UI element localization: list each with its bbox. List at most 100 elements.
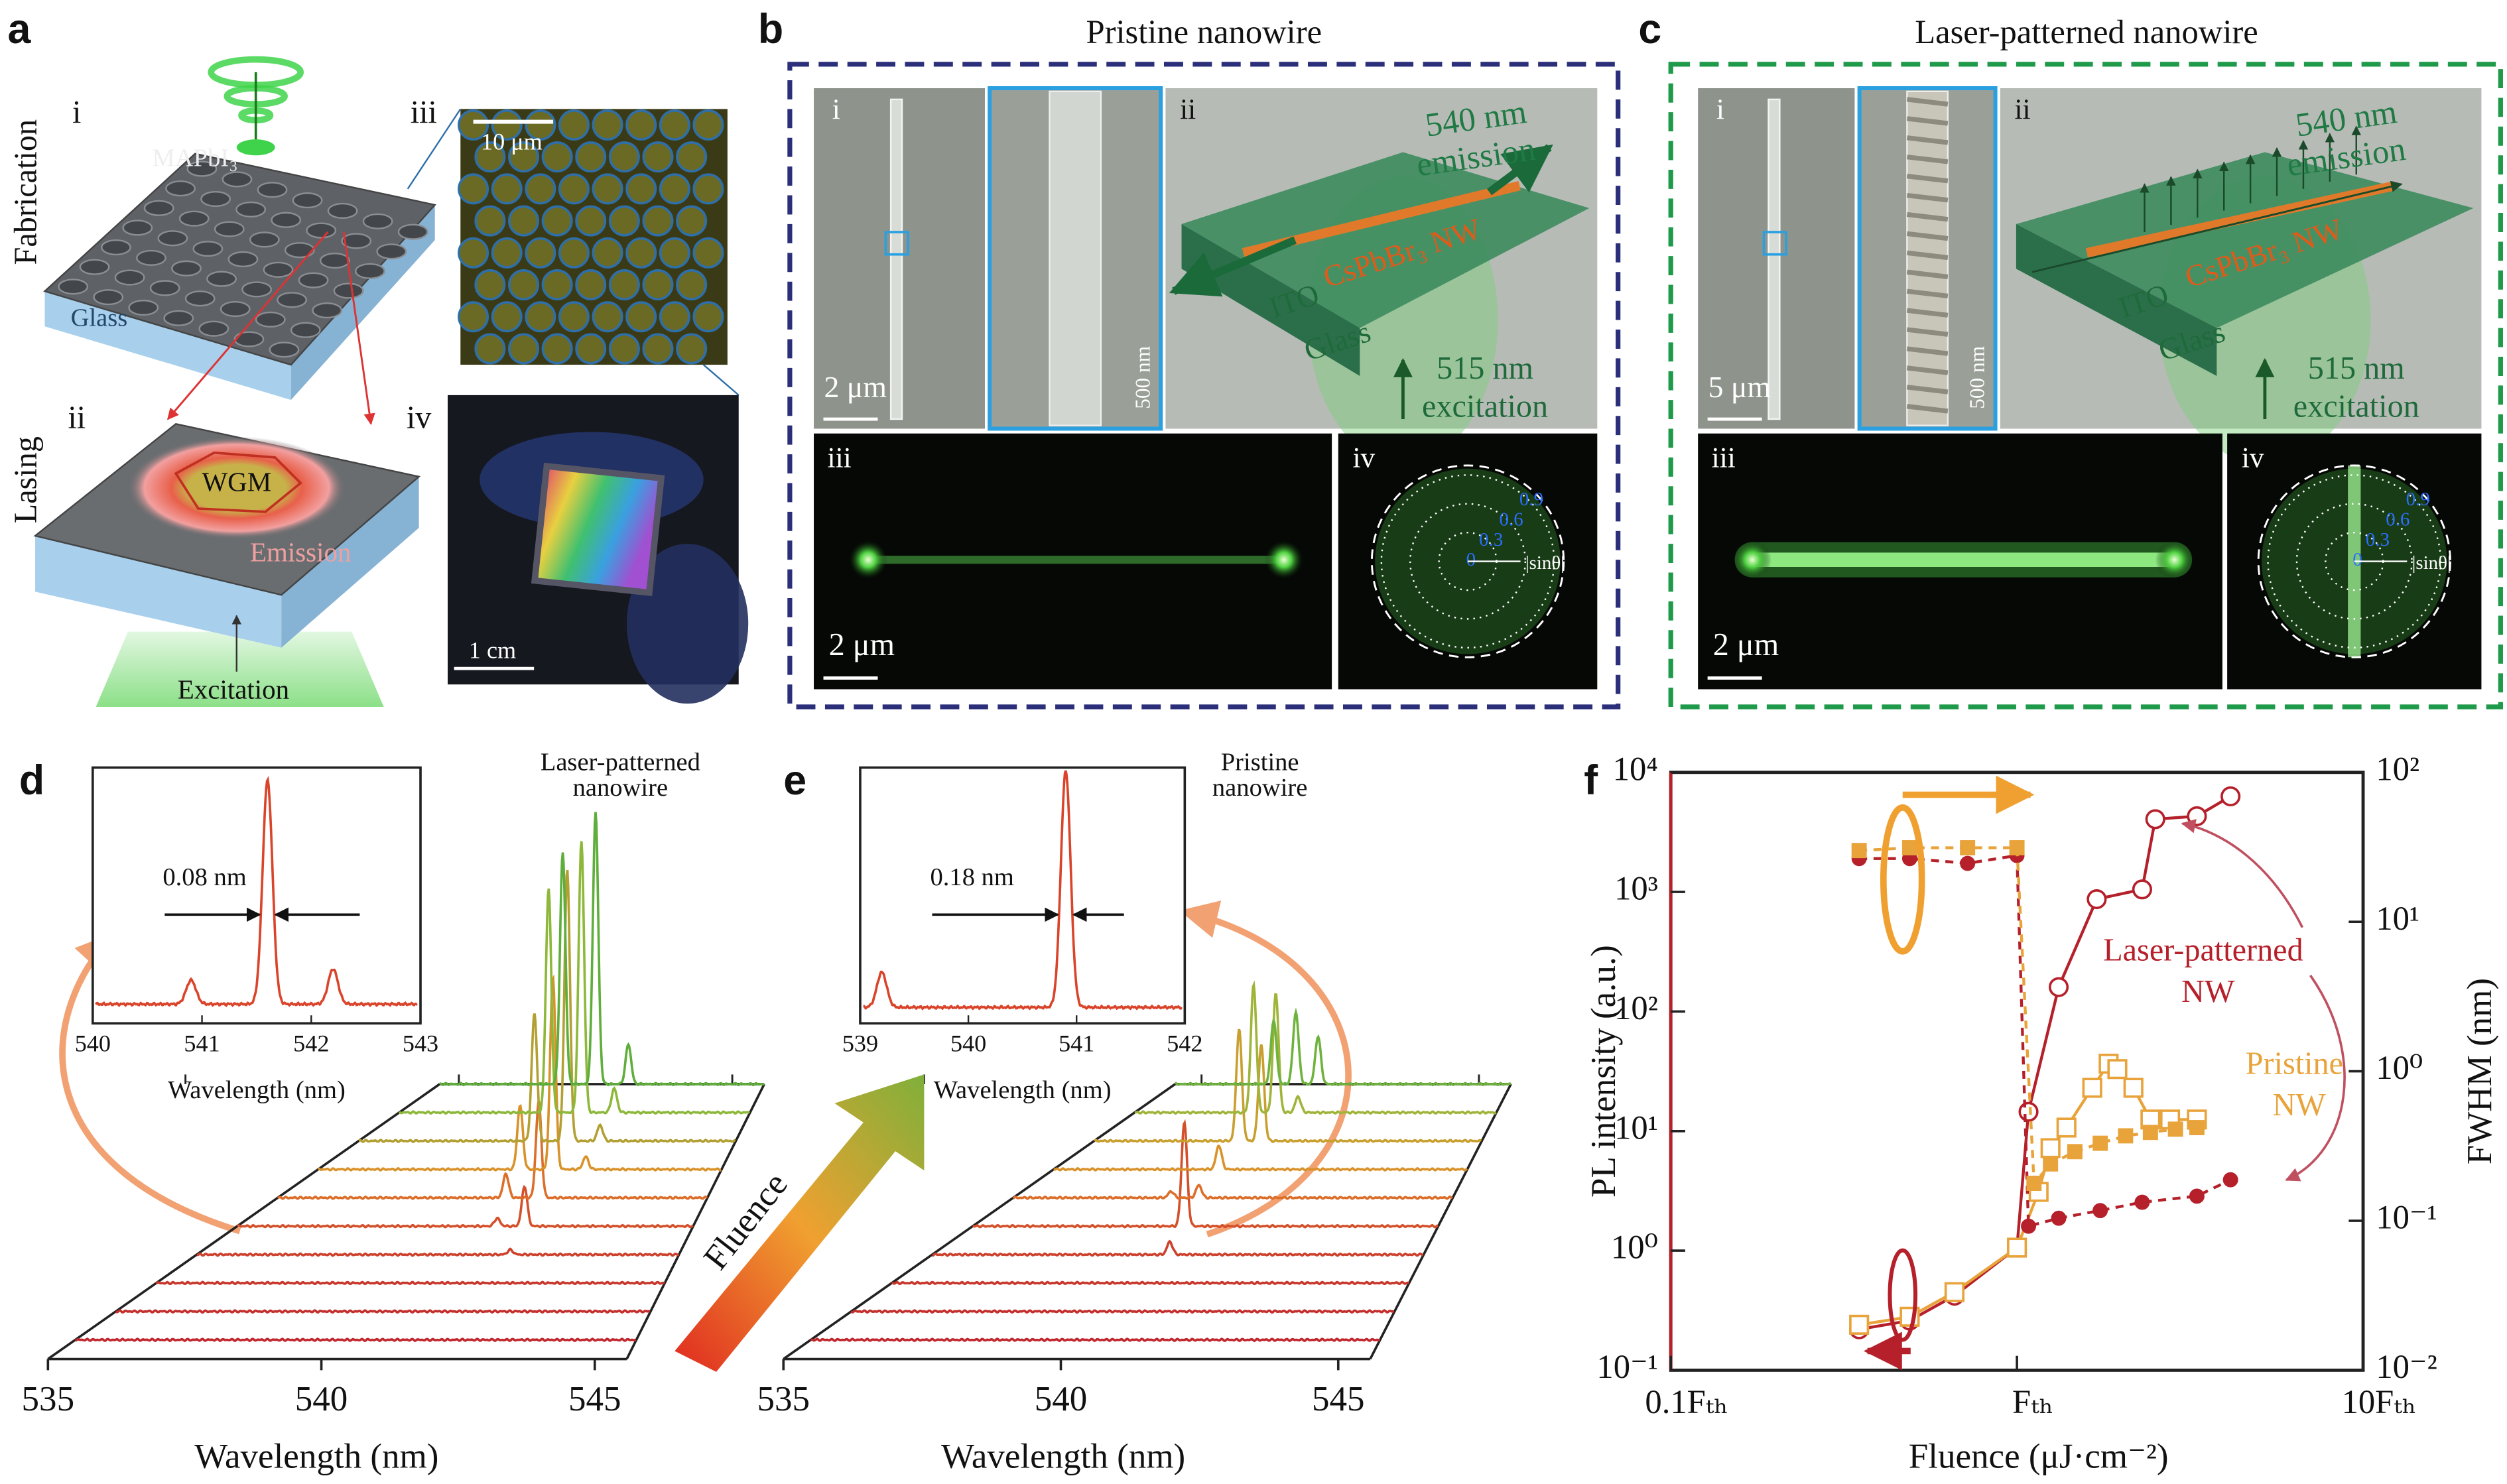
hole: [271, 212, 302, 228]
marker: [2142, 1125, 2158, 1141]
marker: [2107, 1059, 2128, 1080]
hole-image: [558, 237, 590, 269]
polar-grid: [2267, 474, 2442, 649]
y2-tick-label: 10²: [2376, 750, 2419, 787]
y2-tick-label: 10⁻¹: [2376, 1199, 2437, 1236]
marker: [2021, 1218, 2037, 1234]
hole-image: [692, 173, 724, 205]
spectrum-trace: [115, 1309, 651, 1314]
polar-tick-label: 0.6: [1500, 509, 1523, 530]
panel-frame: [787, 62, 1621, 710]
hole: [290, 322, 321, 338]
slab-side: [1181, 223, 1360, 376]
hole-image: [676, 269, 708, 301]
pattern: [1906, 288, 1949, 299]
hole: [178, 210, 210, 227]
hole-image: [608, 141, 640, 173]
y-tick-label: 10²: [1614, 989, 1658, 1026]
hole: [284, 242, 315, 259]
sub-label: iv: [1352, 442, 1375, 474]
hole-image: [541, 333, 573, 365]
hole: [101, 239, 131, 256]
hole-image: [474, 333, 506, 365]
x-tick-label: 540: [950, 1030, 986, 1056]
sub-label: ii: [1180, 93, 1196, 125]
spectrum-trace: [318, 974, 722, 1172]
spectrum-trace: [932, 1239, 1424, 1257]
hole-image: [558, 109, 590, 141]
hole-image: [659, 237, 690, 269]
material-label: MAPbI₃: [153, 144, 238, 172]
x-tick-label: Fₜₕ: [2012, 1383, 2054, 1420]
floor-edge: [47, 1083, 440, 1361]
hole: [241, 281, 272, 298]
spectrum-trace: [850, 1309, 1394, 1314]
pattern: [1906, 116, 1949, 126]
annotation: Laser-patterned: [2103, 932, 2303, 967]
hole: [341, 233, 372, 249]
spectrum-trace: [155, 1280, 665, 1286]
zoom-box: [884, 231, 909, 256]
hole-image: [692, 109, 724, 141]
scale-label: 2 μm: [1713, 627, 1779, 662]
scale-label: 1 cm: [469, 637, 516, 663]
nanowire: [889, 98, 903, 420]
hole: [327, 202, 358, 219]
x-tick-label: 545: [1312, 1380, 1365, 1418]
hole: [397, 223, 428, 240]
hole: [122, 219, 153, 236]
y2-axis-label: FWHM (nm): [2461, 978, 2499, 1164]
hole: [192, 241, 224, 257]
zoom-line: [702, 364, 739, 396]
hole: [114, 269, 145, 286]
marker: [2067, 1144, 2083, 1160]
marker: [1960, 855, 1976, 871]
glass-label: Glass: [71, 304, 128, 332]
hole: [233, 331, 265, 347]
y-tick-label: 10⁴: [1613, 750, 1658, 787]
marker: [2018, 1101, 2039, 1122]
hole-image: [491, 173, 523, 205]
marker: [2051, 1210, 2067, 1226]
hole-image: [491, 109, 523, 141]
pl-end: [849, 540, 887, 580]
arrow: [166, 231, 329, 420]
hole-image: [541, 205, 573, 237]
hole: [206, 271, 237, 287]
hole-image: [592, 173, 623, 205]
y-tick-label: 10⁻¹: [1596, 1348, 1658, 1385]
hole-image: [525, 109, 556, 141]
na-circle: [1370, 464, 1565, 658]
hole-image: [508, 205, 540, 237]
hole-image: [491, 301, 523, 333]
y-tick-label: 10¹: [1614, 1109, 1658, 1146]
hole: [277, 292, 308, 308]
zoom-line: [407, 108, 462, 190]
hole: [249, 231, 280, 248]
hole-image: [575, 205, 607, 237]
sub-label: ii: [2014, 93, 2030, 125]
hole-image: [525, 173, 556, 205]
hole-image: [458, 237, 489, 269]
marker: [2222, 1172, 2238, 1188]
x-tick-label: 542: [293, 1030, 329, 1056]
fwhm-label: 0.08 nm: [162, 863, 246, 891]
hole-image: [642, 333, 674, 365]
arrow: [342, 231, 375, 425]
hole: [306, 222, 337, 239]
marker: [2026, 1176, 2042, 1192]
hole: [171, 260, 202, 277]
marker: [2040, 1138, 2061, 1158]
series-line: [1859, 846, 2197, 1188]
hole: [93, 289, 124, 306]
hole-image: [575, 333, 607, 365]
marker: [2123, 1078, 2144, 1098]
hole-image: [659, 301, 690, 333]
x-tick-label: 10Fₜₕ: [2342, 1383, 2417, 1420]
x-tick-label: 540: [1035, 1380, 1088, 1418]
x-axis-label: Wavelength (nm): [941, 1438, 1185, 1476]
polar-tick-label: 0.6: [2386, 509, 2410, 530]
marker: [2087, 889, 2107, 910]
inset-frame: [859, 766, 1187, 1025]
marker: [1960, 840, 1976, 855]
